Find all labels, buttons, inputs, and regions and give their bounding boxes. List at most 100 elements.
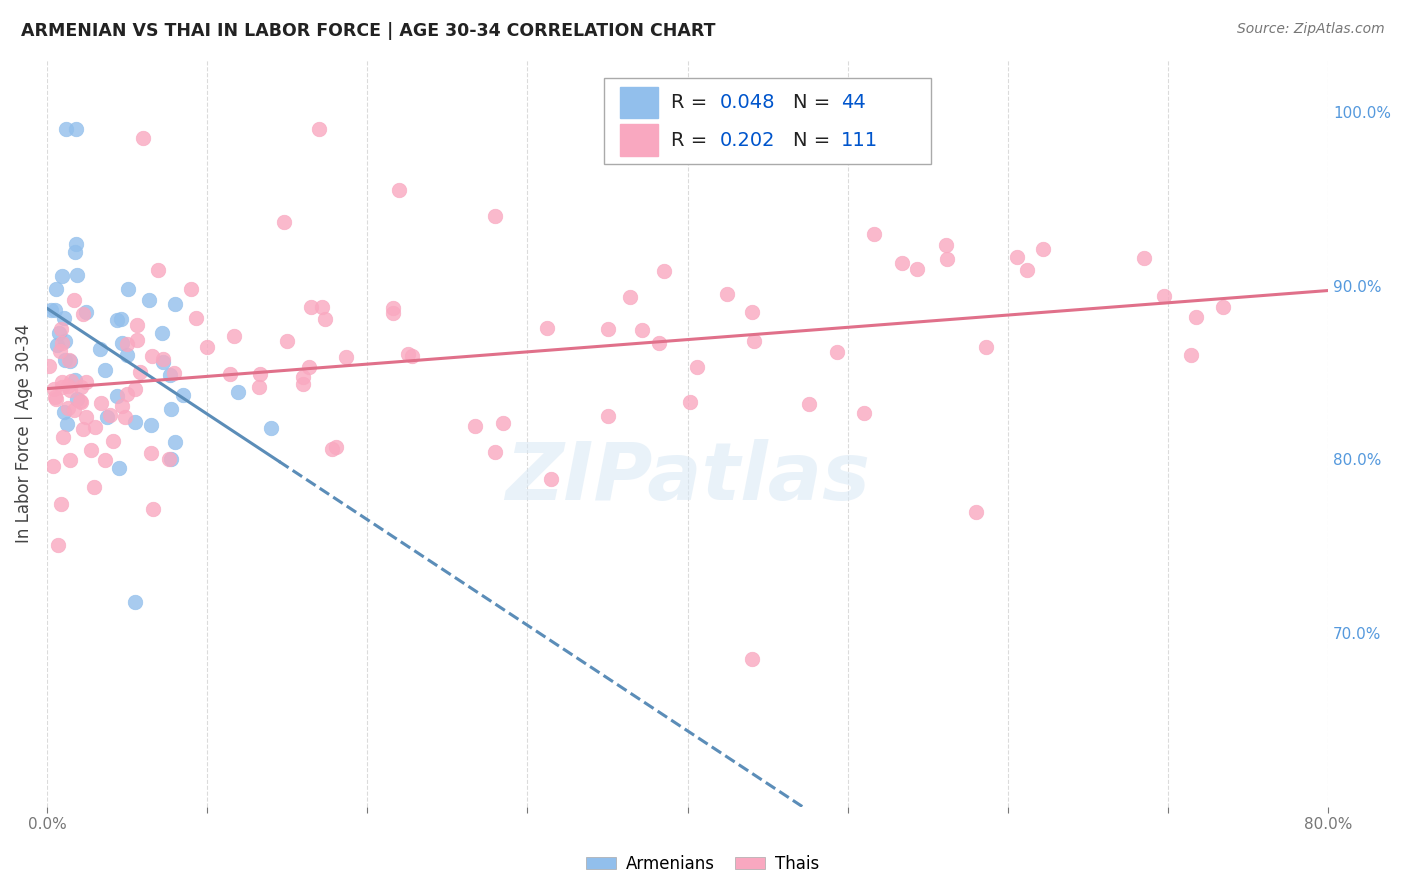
Point [1180, 348, 1202, 362]
Point [44, 302, 66, 317]
Point [75, 409, 97, 424]
Point [76, 375, 98, 389]
Point [94, 363, 117, 377]
Point [65, 372, 87, 386]
Point [716, 287, 738, 301]
Point [138, 293, 160, 307]
Point [388, 183, 411, 197]
Point [49, 497, 72, 511]
Point [70, 395, 93, 409]
Point [72, 307, 94, 321]
Point [741, 305, 763, 319]
Point [827, 344, 849, 359]
Point [311, 300, 333, 314]
Point [596, 409, 619, 423]
Point [125, 318, 148, 332]
Point [111, 335, 134, 350]
Point [686, 360, 709, 375]
Point [1015, 263, 1038, 277]
Point [159, 401, 181, 416]
Point [132, 131, 155, 145]
Point [186, 311, 208, 326]
Point [150, 326, 173, 340]
Point [59, 383, 82, 397]
Point [152, 355, 174, 369]
Point [222, 329, 245, 343]
Point [59, 374, 82, 388]
Point [381, 306, 404, 320]
Point [55, 122, 77, 136]
Point [180, 282, 202, 296]
Point [142, 502, 165, 516]
Point [53, 352, 76, 367]
FancyBboxPatch shape [605, 78, 931, 164]
Point [890, 256, 912, 270]
Point [52, 405, 75, 419]
Text: ARMENIAN VS THAI IN LABOR FORCE | AGE 30-34 CORRELATION CHART: ARMENIAN VS THAI IN LABOR FORCE | AGE 30… [21, 22, 716, 40]
Point [51, 379, 73, 393]
Point [128, 365, 150, 379]
Point [108, 461, 131, 475]
Point [63, 244, 86, 259]
Text: 0.048: 0.048 [720, 93, 775, 112]
Point [117, 282, 139, 296]
Point [291, 370, 314, 384]
Point [291, 376, 314, 391]
Point [172, 388, 194, 402]
Point [536, 321, 558, 335]
Point [114, 409, 136, 424]
Point [90, 395, 112, 409]
Point [124, 415, 146, 429]
Point [56, 417, 79, 431]
Point [325, 440, 347, 454]
Point [72, 422, 94, 436]
Point [321, 442, 343, 457]
Point [44, 282, 66, 296]
Point [44, 390, 66, 404]
Point [308, 122, 330, 136]
Point [124, 382, 146, 396]
Point [84, 419, 107, 434]
Point [51, 269, 73, 284]
Point [540, 471, 562, 485]
Point [159, 368, 181, 382]
Point [105, 312, 128, 326]
Bar [620, 125, 658, 156]
Point [65, 122, 87, 136]
Point [1133, 252, 1156, 266]
Bar [620, 87, 658, 118]
Point [853, 406, 876, 420]
Point [157, 452, 180, 467]
Legend: Armenians, Thais: Armenians, Thais [579, 848, 827, 880]
Point [94, 453, 117, 467]
Point [974, 340, 997, 354]
Point [484, 445, 506, 459]
Point [464, 419, 486, 434]
Point [59, 354, 82, 368]
Point [679, 395, 702, 409]
Point [1032, 242, 1054, 256]
Point [117, 348, 139, 362]
Point [58, 401, 80, 416]
Point [41, 458, 63, 473]
Point [101, 434, 124, 449]
Point [105, 389, 128, 403]
Point [276, 334, 298, 348]
Point [141, 446, 163, 460]
Point [45, 392, 67, 406]
Point [647, 336, 669, 351]
Point [146, 262, 169, 277]
Point [619, 290, 641, 304]
Point [48, 343, 70, 358]
Point [46, 338, 69, 352]
Point [492, 417, 515, 431]
Point [65, 237, 87, 252]
Text: N =: N = [793, 130, 837, 150]
Point [195, 340, 218, 354]
Point [58, 378, 80, 392]
Point [89, 343, 111, 357]
Point [163, 297, 186, 311]
Point [797, 397, 820, 411]
Text: ZIPatlas: ZIPatlas [505, 439, 870, 517]
Point [63, 403, 86, 417]
